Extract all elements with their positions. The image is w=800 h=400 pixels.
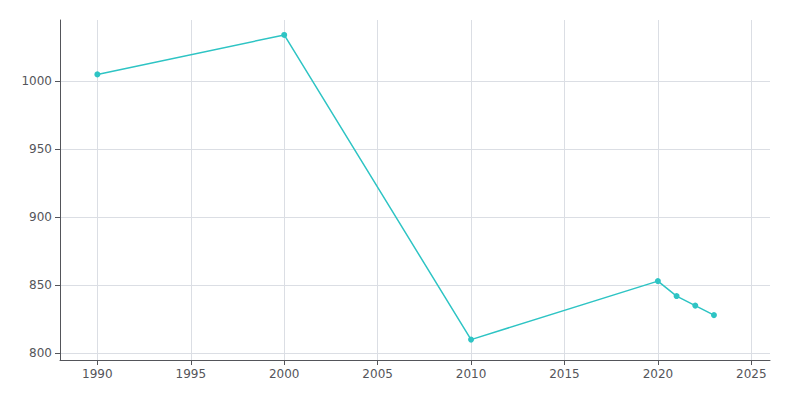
svg-text:900: 900 xyxy=(29,210,52,224)
svg-text:2025: 2025 xyxy=(736,367,767,381)
svg-text:950: 950 xyxy=(29,142,52,156)
svg-text:2010: 2010 xyxy=(456,367,487,381)
svg-text:2020: 2020 xyxy=(643,367,674,381)
svg-text:850: 850 xyxy=(29,278,52,292)
svg-text:1990: 1990 xyxy=(82,367,113,381)
svg-text:800: 800 xyxy=(29,346,52,360)
svg-text:2005: 2005 xyxy=(362,367,393,381)
svg-text:1995: 1995 xyxy=(176,367,207,381)
svg-text:1000: 1000 xyxy=(21,74,52,88)
svg-text:2015: 2015 xyxy=(549,367,580,381)
svg-text:2000: 2000 xyxy=(269,367,300,381)
